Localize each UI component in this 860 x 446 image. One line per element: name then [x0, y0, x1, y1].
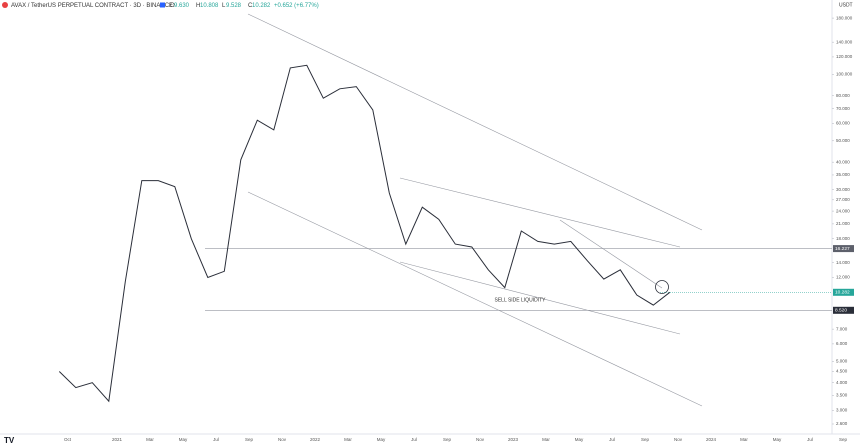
trendline [559, 219, 663, 289]
y-tick-label: 6.000 [836, 341, 848, 346]
y-tick-label: 4.000 [836, 380, 848, 385]
marker-circle [655, 280, 669, 294]
y-tick-label: 3.500 [836, 393, 848, 398]
price-line-tag [833, 245, 854, 253]
y-tick-label: 3.000 [836, 407, 848, 412]
x-tick-label: Sep [641, 437, 650, 442]
ohlc-key: C [248, 3, 253, 9]
inner-channel-top [399, 177, 681, 248]
y-tick-label: 70.000 [836, 106, 850, 111]
y-tick-label: 2.600 [836, 421, 848, 426]
last-price-tag [833, 288, 854, 296]
price-line-tag [833, 306, 854, 314]
y-tick-label: 100.000 [836, 72, 853, 77]
x-tick-label: Mar [146, 437, 154, 442]
logo: TV [4, 436, 15, 445]
ohlc-key: L [222, 3, 226, 9]
x-tick-label: Sep [245, 437, 254, 442]
x-tick-label: Nov [278, 437, 287, 442]
x-tick-label: Jul [213, 437, 219, 442]
y-tick-label: 50.000 [836, 138, 850, 143]
price-line-label: 8.520 [835, 308, 847, 314]
y-tick-label: 120.000 [836, 54, 853, 59]
change: +0.652 (+6.77%) [274, 3, 319, 9]
ohlc-value: 9.528 [226, 3, 242, 9]
y-tick-label: 80.000 [836, 93, 850, 98]
x-tick-label: May [575, 437, 584, 442]
y-tick-label: 5.000 [836, 359, 848, 364]
x-tick-label: 2021 [112, 437, 123, 442]
channel-top [247, 13, 703, 231]
y-tick-label: 4.500 [836, 369, 848, 374]
x-tick-label: Jul [411, 437, 417, 442]
currency: USDT [839, 2, 853, 8]
y-tick-label: 27.000 [836, 197, 850, 202]
y-tick-label: 7.000 [836, 326, 848, 331]
x-tick-label: 2024 [706, 437, 717, 442]
y-tick-label: 30.000 [836, 187, 850, 192]
ohlc-value: 10.808 [200, 3, 219, 9]
ohlc-value: 10.282 [252, 3, 271, 9]
ohlc-legend: O 9.630 H 10.808 L 9.528 C 10.282 +0.652 (+6.77%… [160, 2, 319, 9]
x-tick-label: Mar [344, 437, 352, 442]
x-tick-label: May [377, 437, 386, 442]
price-line-series [58, 64, 671, 403]
x-tick-label: Nov [674, 437, 683, 442]
price-line-label: 16.227 [835, 246, 850, 252]
channel-bottom [247, 191, 703, 407]
y-tick-label: 60.000 [836, 121, 850, 126]
y-tick-label: 35.000 [836, 172, 850, 177]
x-tick-label: May [179, 437, 188, 442]
ohlc-value: 9.630 [174, 3, 190, 9]
symbol: AVAX / TetherUS PERPETUAL CONTRACT · 3D … [11, 3, 173, 9]
x-tick-label: Sep [443, 437, 452, 442]
y-tick-label: 40.000 [836, 159, 850, 164]
y-tick-label: 18.000 [836, 236, 850, 241]
x-tick-label: May [773, 437, 782, 442]
x-tick-label: Mar [542, 437, 550, 442]
y-tick-label: 180.000 [836, 15, 853, 20]
x-tick-label: Jul [609, 437, 615, 442]
y-tick-label: 14.000 [836, 260, 850, 265]
y-tick-label: 21.000 [836, 221, 850, 226]
x-tick-label: 2023 [508, 437, 519, 442]
symbol-icon [2, 2, 8, 8]
y-tick-label: 24.000 [836, 208, 850, 213]
y-tick-label: 12.000 [836, 275, 850, 280]
x-tick-label: Nov [476, 437, 485, 442]
ohlc-key: H [196, 3, 200, 9]
ohlc-key: O [170, 3, 175, 9]
x-tick-label: Oct [64, 437, 72, 442]
inner-channel-bottom [399, 261, 681, 335]
annotation: SELL SIDE LIQUIDITY [495, 297, 547, 303]
x-tick-label: 2022 [310, 437, 321, 442]
x-tick-label: Mar [740, 437, 748, 442]
y-tick-label: 140.000 [836, 39, 853, 44]
x-tick-label: Sep [839, 437, 848, 442]
flag [160, 2, 165, 8]
x-tick-label: Jul [807, 437, 813, 442]
drawings [247, 13, 703, 407]
last-price-label: 10.282 [835, 290, 850, 296]
